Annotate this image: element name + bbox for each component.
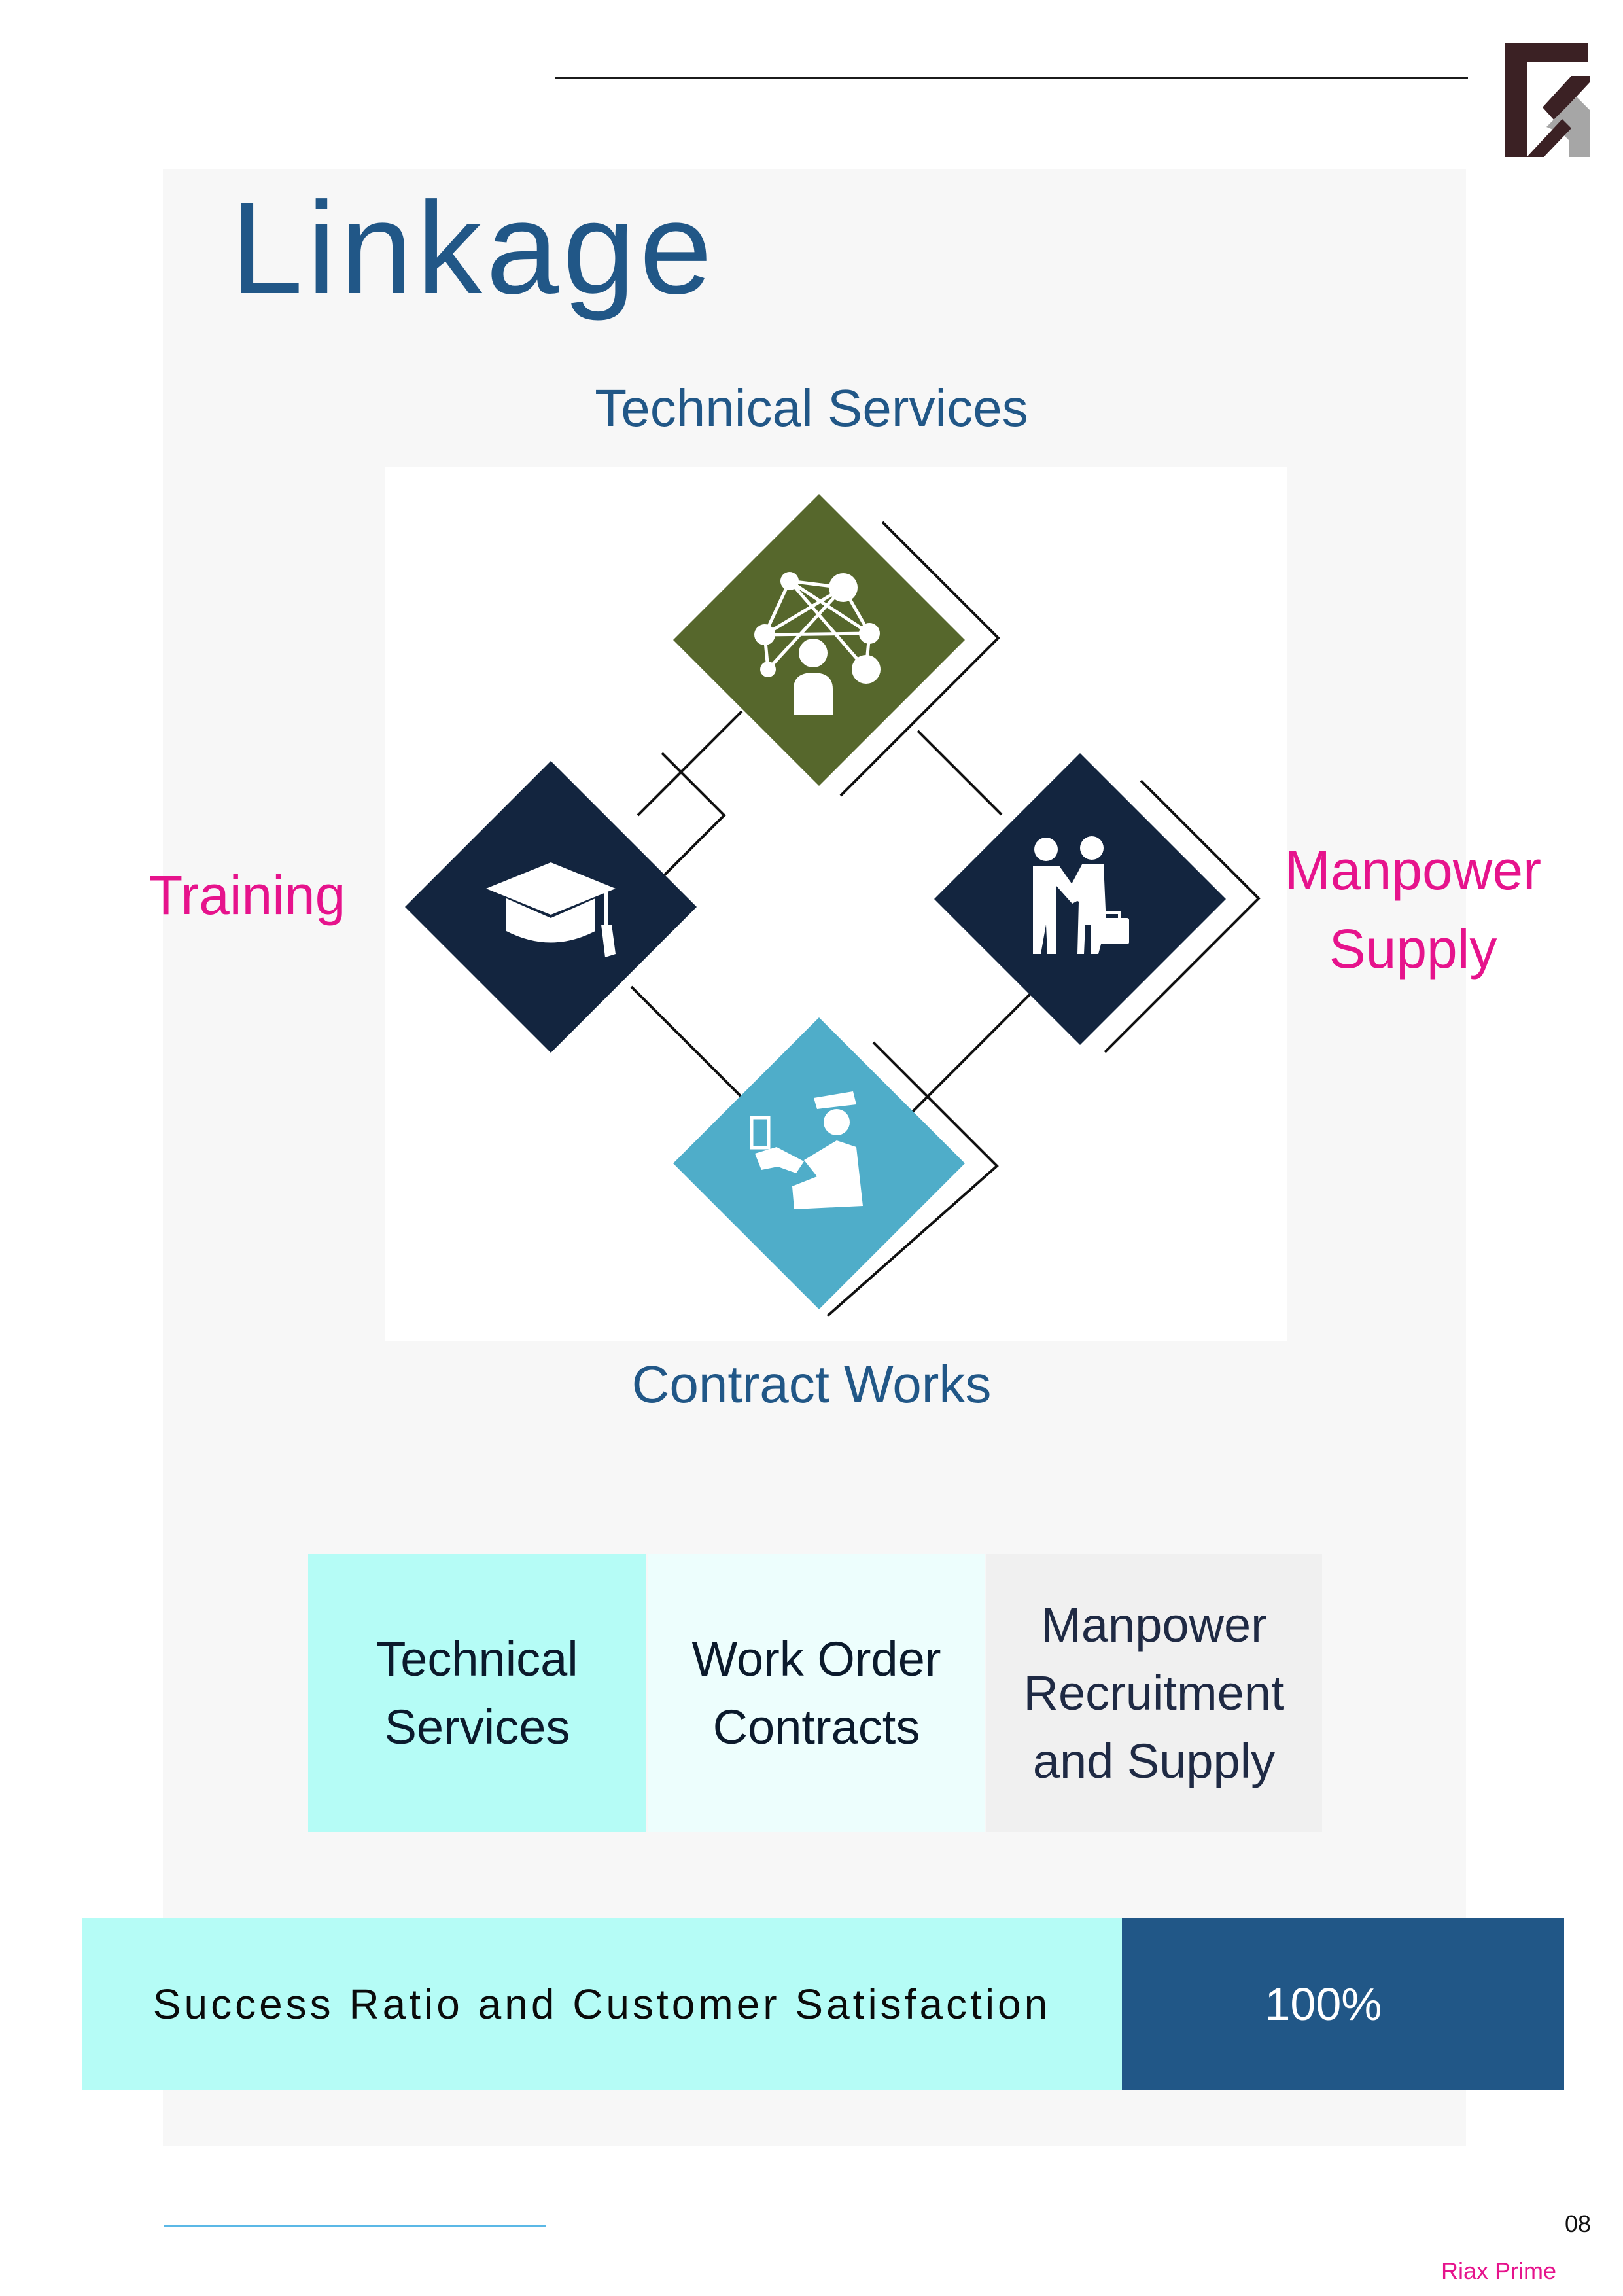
diamond-contract-works xyxy=(673,1017,965,1309)
riax-logo-icon xyxy=(1505,43,1590,157)
page-title: Linkage xyxy=(230,175,716,321)
page-number: 08 xyxy=(1565,2210,1592,2237)
success-ratio-value: 100% xyxy=(1122,1918,1564,2090)
service-box-line: Services xyxy=(384,1699,570,1754)
footer-brand: Riax Prime xyxy=(1441,2257,1557,2284)
header-rule xyxy=(555,77,1468,79)
service-box-work-order-contracts: Work Order Contracts xyxy=(648,1554,985,1832)
diagram-label-manpower-line1: Manpower xyxy=(1284,839,1542,901)
officer-badge-icon xyxy=(750,1091,863,1209)
service-box-line: Manpower xyxy=(1041,1597,1267,1652)
diagram-connectors xyxy=(630,710,1049,1115)
service-box-line: Contracts xyxy=(712,1699,920,1754)
service-box-technical-services: Technical Services xyxy=(308,1554,646,1832)
diagram-label-technical-services: Technical Services xyxy=(595,379,1028,437)
diagram-label-contract-works: Contract Works xyxy=(631,1355,992,1413)
service-box-line: Work Order xyxy=(691,1631,941,1686)
service-box-manpower-recruitment: Manpower Recruitment and Supply xyxy=(986,1554,1322,1832)
linkage-diagram xyxy=(385,467,1287,1341)
service-box-line: Recruitment xyxy=(1023,1665,1285,1720)
service-box-line: Technical xyxy=(376,1631,578,1686)
success-ratio-label: Success Ratio and Customer Satisfaction xyxy=(82,1918,1122,2090)
footer-rule xyxy=(164,2225,546,2227)
diamond-training xyxy=(405,761,697,1053)
diamond-technical-services xyxy=(673,494,965,786)
graduation-cap-icon xyxy=(486,862,616,957)
diagram-label-manpower-supply: Manpower Supply xyxy=(1269,831,1557,988)
diagram-label-training: Training xyxy=(149,864,346,926)
handshake-icon xyxy=(1033,836,1129,954)
diamond-manpower-supply xyxy=(934,753,1226,1045)
service-box-line: and Supply xyxy=(1032,1733,1276,1788)
diagram-label-manpower-line2: Supply xyxy=(1329,918,1497,980)
